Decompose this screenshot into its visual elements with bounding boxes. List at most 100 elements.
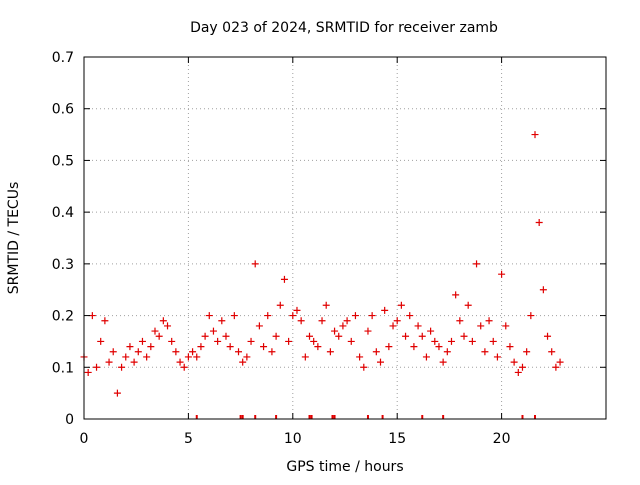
data-point <box>101 317 109 325</box>
data-point <box>335 332 343 340</box>
data-point <box>447 337 455 345</box>
points-layer <box>80 131 564 397</box>
data-point <box>172 348 180 356</box>
data-point <box>222 332 230 340</box>
data-point <box>113 389 121 397</box>
chart-title: Day 023 of 2024, SRMTID for receiver zam… <box>190 20 498 36</box>
data-point <box>109 348 117 356</box>
data-point <box>498 270 506 278</box>
data-point <box>431 337 439 345</box>
data-point <box>260 343 268 351</box>
rug-layer <box>195 415 537 419</box>
data-point <box>93 363 101 371</box>
y-tick-label: 0.5 <box>52 153 74 169</box>
data-point <box>272 332 280 340</box>
data-point <box>356 353 364 361</box>
grid-layer <box>84 57 606 419</box>
data-point <box>535 218 543 226</box>
data-point <box>393 317 401 325</box>
y-tick-label: 0.2 <box>52 309 74 325</box>
data-point <box>523 348 531 356</box>
plot-frame <box>83 56 607 420</box>
data-point <box>130 358 138 366</box>
data-point <box>406 312 414 320</box>
data-point <box>247 337 255 345</box>
data-point <box>443 348 451 356</box>
data-point <box>539 286 547 294</box>
data-point <box>126 343 134 351</box>
data-point <box>544 332 552 340</box>
data-point <box>239 358 247 366</box>
data-point <box>347 337 355 345</box>
data-point <box>397 301 405 309</box>
data-point <box>435 343 443 351</box>
x-tick-label: 5 <box>184 431 193 447</box>
data-point <box>339 322 347 330</box>
y-tick-label: 0.1 <box>52 360 74 376</box>
data-point <box>122 353 130 361</box>
axis-layer: 0 0.1 0.2 0.3 0.4 0.5 0.6 0.7 0 5 10 15 20 <box>52 50 606 447</box>
data-point <box>268 348 276 356</box>
x-tick-label: 15 <box>388 431 406 447</box>
data-point <box>155 332 163 340</box>
data-point <box>527 312 535 320</box>
data-point <box>368 312 376 320</box>
data-point <box>364 327 372 335</box>
data-point <box>105 358 113 366</box>
data-point <box>326 348 334 356</box>
data-point <box>164 322 172 330</box>
data-point <box>376 358 384 366</box>
data-point <box>138 337 146 345</box>
data-point <box>427 327 435 335</box>
data-point <box>243 353 251 361</box>
data-point <box>331 327 339 335</box>
data-point <box>176 358 184 366</box>
y-tick-label: 0.7 <box>52 50 74 66</box>
data-point <box>389 322 397 330</box>
data-point <box>306 332 314 340</box>
data-point <box>489 337 497 345</box>
data-point <box>518 363 526 371</box>
data-point <box>197 343 205 351</box>
data-point <box>481 348 489 356</box>
data-point <box>184 353 192 361</box>
data-point <box>318 317 326 325</box>
data-point <box>502 322 510 330</box>
data-point <box>205 312 213 320</box>
data-point <box>473 260 481 268</box>
data-point <box>297 317 305 325</box>
data-point <box>159 317 167 325</box>
data-point <box>143 353 151 361</box>
data-point <box>314 343 322 351</box>
data-point <box>410 343 418 351</box>
data-point <box>255 322 263 330</box>
data-point <box>514 368 522 376</box>
data-point <box>289 312 297 320</box>
data-point <box>460 332 468 340</box>
data-point <box>285 337 293 345</box>
data-point <box>506 343 514 351</box>
x-axis-label: GPS time / hours <box>286 459 403 475</box>
data-point <box>477 322 485 330</box>
data-point <box>180 363 188 371</box>
y-tick-label: 0.4 <box>52 205 74 221</box>
data-point <box>251 260 259 268</box>
y-axis-label: SRMTID / TECUs <box>6 182 22 295</box>
data-point <box>193 353 201 361</box>
data-point <box>201 332 209 340</box>
data-point <box>381 306 389 314</box>
data-point <box>452 291 460 299</box>
data-point <box>189 348 197 356</box>
data-point <box>402 332 410 340</box>
data-point <box>464 301 472 309</box>
data-point <box>351 312 359 320</box>
data-point <box>493 353 501 361</box>
data-point <box>548 348 556 356</box>
data-point <box>280 275 288 283</box>
x-tick-label: 20 <box>493 431 511 447</box>
data-point <box>97 337 105 345</box>
data-point <box>414 322 422 330</box>
y-tick-label: 0.6 <box>52 102 74 118</box>
data-point <box>385 343 393 351</box>
